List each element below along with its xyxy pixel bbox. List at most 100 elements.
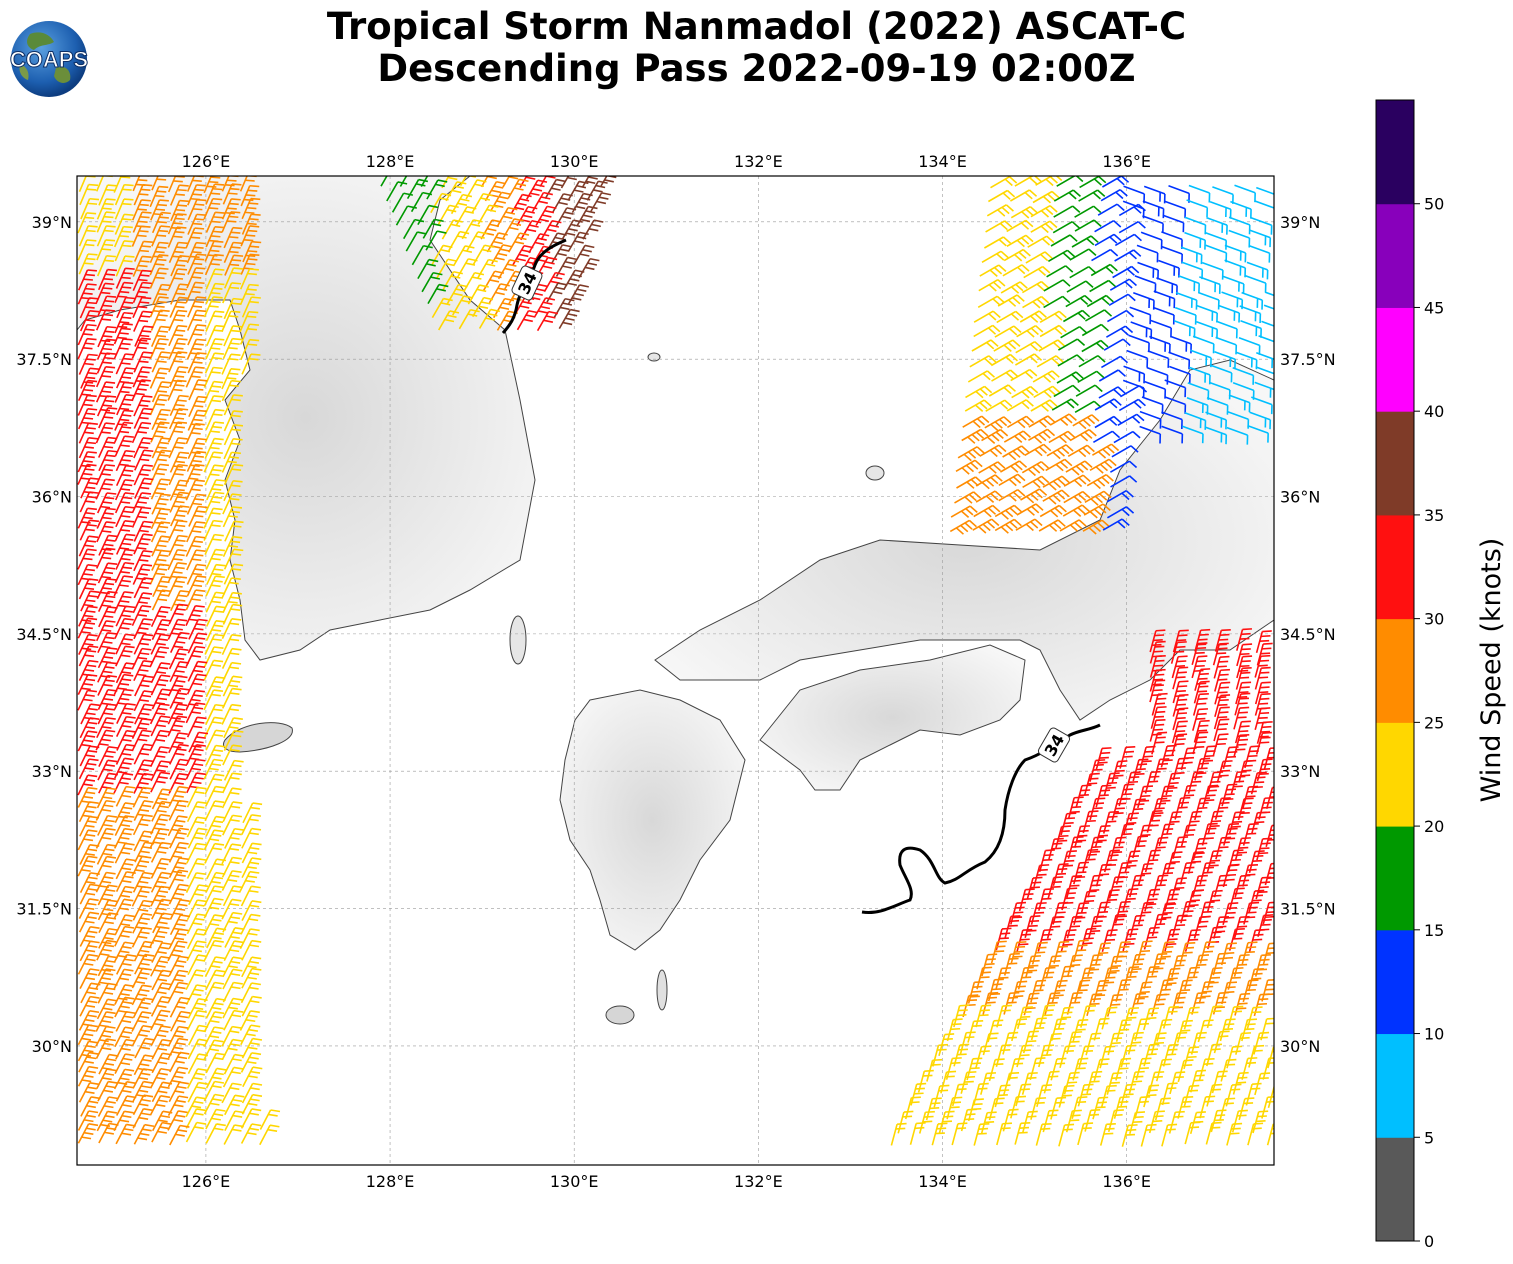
wind-barb-staff <box>205 549 217 570</box>
wind-barb-staff <box>150 521 162 543</box>
wind-barb-staff <box>203 395 215 417</box>
wind-barb-flag <box>231 183 242 186</box>
wind-barb-flag <box>197 409 207 413</box>
wind-barb-flag <box>175 425 185 429</box>
wind-barb-flag <box>101 487 111 491</box>
wind-barb-flag <box>87 481 98 485</box>
wind-barb-flag <box>233 410 243 413</box>
wind-barb-flag <box>161 351 171 354</box>
wind-barb-flag <box>105 547 116 551</box>
wind-barb-staff <box>77 408 89 430</box>
wind-barb-flag <box>157 446 167 449</box>
wind-barb-flag <box>197 352 207 355</box>
wind-barb <box>169 366 189 388</box>
wind-barb-staff <box>221 176 232 192</box>
wind-barb-flag <box>209 389 220 393</box>
wind-barb <box>114 520 135 542</box>
wind-barb-staff <box>206 479 217 501</box>
wind-barb-staff <box>133 521 145 542</box>
wind-barb-staff <box>239 284 251 306</box>
wind-barb <box>205 211 225 233</box>
wind-barb-flag <box>120 176 131 179</box>
wind-barb-flag <box>138 193 149 196</box>
wind-barb-flag <box>119 418 130 422</box>
wind-barb-flag <box>159 454 169 457</box>
wind-barb-flag <box>101 548 112 551</box>
wind-barb-flag <box>122 439 132 443</box>
wind-barb <box>133 351 153 373</box>
wind-barb-flag <box>247 250 258 253</box>
wind-barb-staff <box>98 450 109 472</box>
wind-barb <box>223 297 243 320</box>
wind-barb-flag <box>101 473 111 476</box>
wind-barb <box>170 255 190 277</box>
wind-barb-staff <box>115 534 127 555</box>
wind-barb-staff <box>168 437 179 459</box>
wind-barb-flag <box>177 496 187 499</box>
wind-barb-flag <box>124 561 135 565</box>
land-tsushima <box>509 615 527 665</box>
wind-barb-staff <box>132 270 143 292</box>
wind-barb-flag <box>229 250 239 254</box>
wind-barb-staff <box>224 520 235 542</box>
wind-barb-flag <box>192 179 202 182</box>
wind-barb-flag <box>87 323 97 327</box>
wind-barb <box>131 506 152 528</box>
wind-barb <box>134 449 154 471</box>
wind-barb-flag <box>212 315 223 318</box>
wind-barb-staff <box>115 450 127 472</box>
wind-barb-staff <box>97 326 108 348</box>
wind-barb-flag <box>85 553 95 556</box>
wind-barb-staff <box>132 297 143 319</box>
wind-barb-flag <box>176 379 187 383</box>
wind-barb-staff <box>133 351 144 373</box>
wind-barb-staff <box>151 212 163 234</box>
wind-barb-staff <box>133 184 144 206</box>
wind-barb-flag <box>157 425 168 429</box>
wind-barb-flag <box>87 337 97 341</box>
wind-barb <box>240 338 260 361</box>
wind-barb <box>96 198 116 220</box>
wind-barb-flag <box>161 437 171 440</box>
wind-barb-flag <box>178 241 188 245</box>
wind-barb-flag <box>84 446 94 449</box>
wind-barb-staff <box>151 176 162 191</box>
wind-barb-staff <box>151 409 162 431</box>
wind-barb <box>149 267 169 289</box>
wind-barb-staff <box>77 507 89 529</box>
wind-barb-flag <box>232 535 243 539</box>
wind-barb-flag <box>141 255 152 259</box>
wind-barb-flag <box>212 538 222 542</box>
wind-barb <box>95 547 116 569</box>
wind-barb-flag <box>195 267 206 270</box>
wind-barb-flag <box>106 578 117 581</box>
wind-barb-staff <box>96 339 108 360</box>
wind-barb-flag <box>178 337 188 341</box>
wind-barb <box>151 211 171 234</box>
wind-barb-flag <box>195 400 206 403</box>
wind-barb-flag <box>191 558 202 562</box>
wind-barb-flag <box>120 501 131 504</box>
wind-barb <box>187 213 207 235</box>
wind-barb <box>222 535 243 558</box>
wind-barb-staff <box>79 184 90 206</box>
wind-barb <box>98 449 118 472</box>
land-yakushima <box>656 969 668 1011</box>
wind-barb-flag <box>193 553 204 557</box>
wind-barb-staff <box>96 508 108 529</box>
wind-barb <box>185 366 205 388</box>
wind-barb <box>150 508 171 530</box>
wind-barb-flag <box>141 482 152 485</box>
wind-barb <box>221 310 241 332</box>
wind-barb-flag <box>87 372 98 375</box>
wind-barb-flag <box>193 370 203 374</box>
wind-barb-flag <box>106 507 116 511</box>
wind-barb-flag <box>212 413 223 417</box>
wind-barb-flag <box>119 321 130 324</box>
wind-barb <box>169 184 189 206</box>
wind-barb-flag <box>124 183 134 187</box>
wind-barb-flag <box>193 427 203 431</box>
wind-barb <box>221 367 241 390</box>
wind-barb-flag <box>141 537 151 541</box>
wind-barb-flag <box>249 245 260 248</box>
